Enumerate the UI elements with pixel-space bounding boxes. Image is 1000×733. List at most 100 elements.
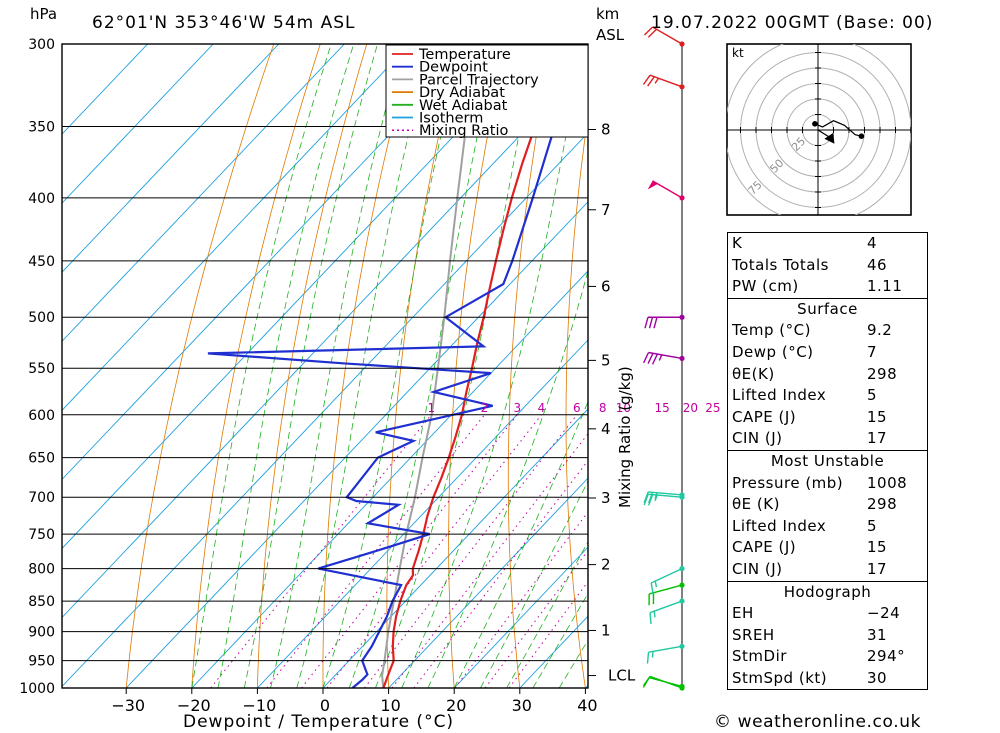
most-unstable-box: Most Unstable Pressure (mb) 1008 θE (K) 298… — [727, 449, 928, 582]
temp-tick-label: −30 — [111, 696, 145, 715]
pressure-tick-label: 600 — [28, 408, 55, 424]
pressure-tick-label: 800 — [28, 562, 55, 578]
mixing-ratio-label: 8 — [599, 401, 607, 415]
temp-tick-label: −10 — [243, 696, 277, 715]
surface-label: Lifted Index — [732, 386, 827, 405]
pressure-tick-label: 550 — [28, 361, 55, 377]
surface-label: CAPE (J) — [732, 407, 797, 426]
height-tick-label: 7 — [601, 201, 611, 219]
hodograph-index-value: −24 — [867, 604, 901, 623]
surface-row: Lifted Index 5 — [728, 385, 927, 407]
wind-barb-flag — [647, 76, 655, 87]
surface-label: θE(K) — [732, 364, 775, 383]
hodograph-unit-label: kt — [732, 46, 744, 60]
wind-barb-shaft — [649, 600, 683, 614]
pressure-tick-label: 650 — [28, 451, 55, 467]
wind-barb-flag — [647, 28, 657, 38]
isotherm-line — [453, 546, 588, 688]
surface-value: 17 — [867, 429, 888, 448]
wind-barb-flag — [648, 492, 654, 504]
hodograph-index-row: EH −24 — [728, 603, 927, 625]
temp-tick-label: 30 — [512, 696, 532, 715]
wet-adiabat-line — [348, 44, 498, 688]
hodograph-point — [858, 133, 865, 139]
surface-label: Dewp (°C) — [732, 342, 814, 361]
wind-barb-flag — [650, 582, 654, 595]
most-unstable-row: θE (K) 298 — [728, 494, 927, 516]
wind-barb-half-flag — [654, 494, 658, 502]
surface-row: θE(K) 298 — [728, 364, 927, 386]
hodograph-point — [812, 121, 818, 127]
lcl-label: LCL — [608, 667, 636, 685]
hodograph-index-label: EH — [732, 604, 754, 623]
wind-barb-flag — [644, 317, 649, 329]
most-unstable-value: 5 — [867, 516, 878, 535]
wet-adiabat-line — [480, 480, 588, 688]
indices-table: K 4 Totals Totals 46 PW (cm) 1.11 Surface Tem… — [727, 232, 928, 691]
hodograph-index-value: 294° — [867, 647, 906, 666]
wind-barb-dot — [679, 41, 685, 47]
mixing-ratio-label: 15 — [654, 401, 669, 415]
isotherm-line — [62, 44, 214, 204]
most-unstable-value: 1008 — [867, 473, 908, 492]
pressure-tick-label: 500 — [28, 310, 55, 326]
index-value: 4 — [867, 234, 878, 252]
surface-label: CIN (J) — [732, 429, 783, 448]
legend-label: Isotherm — [419, 111, 483, 127]
isotherm-line — [62, 132, 588, 688]
wind-barb-dot — [679, 598, 685, 604]
most-unstable-label: θE (K) — [732, 495, 780, 514]
surface-row: Temp (°C) 9.2 — [728, 320, 927, 342]
wind-barb-shaft — [648, 584, 683, 595]
mixing-ratio-axis-label: Mixing Ratio (g/kg) — [616, 366, 634, 508]
wind-barb-flag — [643, 491, 649, 503]
wind-barb — [644, 314, 685, 329]
mixing-ratio-line — [326, 414, 542, 688]
hodograph-title: Hodograph — [783, 582, 872, 601]
height-tick-label: 1 — [601, 621, 611, 639]
wind-barb-shaft — [648, 676, 683, 688]
wind-barb-dot — [679, 314, 685, 320]
hodograph-index-label: SREH — [732, 625, 775, 644]
wind-barb — [650, 566, 685, 595]
most-unstable-row: CIN (J) 17 — [728, 559, 927, 581]
height-tick-label: 3 — [601, 489, 611, 507]
parcel-trajectory-line — [381, 44, 480, 688]
isotherm-line — [62, 63, 588, 619]
wind-barb-flag — [643, 352, 650, 364]
hodograph-index-row: StmSpd (kt) 30 — [728, 668, 927, 690]
pressure-tick-label: 850 — [28, 594, 55, 610]
mixing-ratio-label: 20 — [683, 401, 698, 415]
mixing-ratio-label: 10 — [616, 401, 631, 415]
wind-barb-dot — [679, 195, 685, 201]
mixing-ratio-label: 2 — [481, 401, 489, 415]
temp-tick-label: 20 — [446, 696, 466, 715]
wind-barb-flag — [643, 494, 649, 506]
wind-barb-flag — [643, 26, 654, 36]
wind-barb — [643, 26, 685, 47]
hodograph-index-row: StmDir 294° — [728, 646, 927, 668]
surface-box: Surface Temp (°C) 9.2 Dewp (°C) 7 θE(K) 298 Li… — [727, 297, 928, 451]
dry-adiabat-line — [925, 44, 1000, 688]
surface-value: 7 — [867, 342, 878, 361]
wind-barb-shaft — [648, 491, 683, 496]
wind-barb — [643, 351, 685, 365]
temp-tick-label: 40 — [577, 696, 597, 715]
wind-barb — [642, 676, 685, 689]
temp-tick-label: 0 — [320, 696, 330, 715]
legend-label: Temperature — [418, 47, 511, 63]
index-value: 46 — [867, 255, 888, 274]
wind-barb — [643, 491, 685, 504]
height-tick-label: 8 — [601, 121, 611, 139]
legend-label: Dewpoint — [419, 60, 488, 76]
pressure-tick-label: 350 — [28, 119, 55, 135]
wet-adiabat-line — [401, 44, 585, 688]
most-unstable-row: Lifted Index 5 — [728, 516, 927, 538]
most-unstable-title: Most Unstable — [770, 451, 885, 470]
surface-value: 298 — [867, 364, 898, 383]
wind-barb — [649, 598, 685, 625]
most-unstable-row: CAPE (J) 15 — [728, 537, 927, 559]
wind-barb-flag — [647, 352, 654, 364]
hodograph-index-label: StmSpd (kt) — [732, 668, 828, 687]
